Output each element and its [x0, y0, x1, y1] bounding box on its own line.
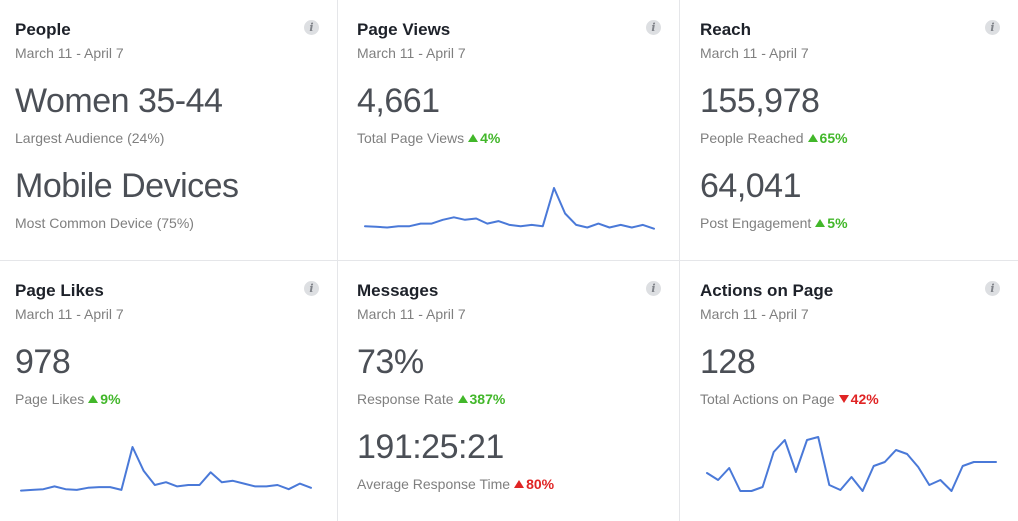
people-largest-audience-value: Women 35-44 [15, 82, 223, 120]
messages-response-rate-delta-value: 387% [469, 391, 506, 407]
page-views-delta-value: 4% [480, 130, 501, 146]
reach-post-engagement-value: 64,041 [700, 167, 802, 205]
reach-people-reached-delta: 65% [807, 130, 848, 146]
page-likes-label-text: Page Likes [15, 391, 85, 407]
actions-label-text: Total Actions on Page [700, 391, 835, 407]
people-largest-audience-label: Largest Audience (24%) [15, 130, 165, 146]
page-views-date: March 11 - April 7 [357, 45, 466, 61]
messages-response-time-value: 191:25:21 [357, 428, 504, 466]
actions-date: March 11 - April 7 [700, 306, 809, 322]
messages-response-time-label: Average Response Time 80% [357, 476, 554, 492]
messages-response-time-delta: 80% [514, 476, 554, 492]
actions-delta-value: 42% [850, 391, 879, 407]
actions-label: Total Actions on Page 42% [700, 391, 879, 407]
people-card[interactable]: People March 11 - April 7 i Women 35-44 … [0, 0, 338, 261]
page-likes-date: March 11 - April 7 [15, 306, 124, 322]
messages-response-rate-label: Response Rate 387% [357, 391, 505, 407]
reach-post-engagement-delta-value: 5% [827, 215, 848, 231]
page-likes-trend-line [20, 446, 312, 492]
page-views-trend-line [364, 187, 655, 230]
page-likes-delta: 9% [88, 391, 121, 407]
messages-response-time-label-text: Average Response Time [357, 476, 511, 492]
info-icon[interactable]: i [985, 281, 1000, 296]
messages-response-rate-label-text: Response Rate [357, 391, 454, 407]
actions-trend-line [706, 436, 997, 492]
page-views-delta: 4% [468, 130, 500, 146]
page-views-title: Page Views [357, 20, 451, 39]
arrow-up-icon [457, 395, 468, 404]
actions-delta: 42% [838, 391, 879, 407]
arrow-up-icon [807, 134, 818, 143]
people-date: March 11 - April 7 [15, 45, 124, 61]
arrow-up-icon [514, 480, 525, 489]
page-views-card[interactable]: Page Views March 11 - April 7 i 4,661 To… [338, 0, 680, 261]
info-icon[interactable]: i [646, 281, 661, 296]
page-likes-delta-value: 9% [100, 391, 121, 407]
reach-title: Reach [700, 20, 752, 39]
messages-response-rate-delta: 387% [457, 391, 506, 407]
messages-card[interactable]: Messages March 11 - April 7 i 73% Respon… [338, 261, 680, 521]
reach-post-engagement-label: Post Engagement 5% [700, 215, 848, 231]
reach-people-reached-label-text: People Reached [700, 130, 804, 146]
actions-card[interactable]: Actions on Page March 11 - April 7 i 128… [680, 261, 1018, 521]
info-icon[interactable]: i [985, 20, 1000, 35]
messages-date: March 11 - April 7 [357, 306, 466, 322]
page-views-label-text: Total Page Views [357, 130, 465, 146]
page-likes-sparkline [20, 446, 312, 492]
people-common-device-value: Mobile Devices [15, 167, 239, 205]
messages-response-time-delta-value: 80% [526, 476, 555, 492]
reach-people-reached-value: 155,978 [700, 82, 820, 120]
reach-date: March 11 - April 7 [700, 45, 809, 61]
people-common-device-label: Most Common Device (75%) [15, 215, 194, 231]
page-likes-value: 978 [15, 343, 71, 381]
arrow-up-icon [815, 219, 826, 228]
arrow-down-icon [838, 395, 849, 404]
info-icon[interactable]: i [304, 20, 319, 35]
page-views-value: 4,661 [357, 82, 440, 120]
page-views-sparkline [364, 187, 655, 230]
people-title: People [15, 20, 71, 39]
actions-value: 128 [700, 343, 756, 381]
page-likes-label: Page Likes 9% [15, 391, 121, 407]
page-likes-title: Page Likes [15, 281, 104, 300]
reach-card[interactable]: Reach March 11 - April 7 i 155,978 Peopl… [680, 0, 1018, 261]
reach-post-engagement-label-text: Post Engagement [700, 215, 812, 231]
messages-title: Messages [357, 281, 439, 300]
info-icon[interactable]: i [646, 20, 661, 35]
arrow-up-icon [88, 395, 99, 404]
reach-post-engagement-delta: 5% [815, 215, 848, 231]
page-views-label: Total Page Views 4% [357, 130, 500, 146]
reach-people-reached-label: People Reached 65% [700, 130, 848, 146]
actions-title: Actions on Page [700, 281, 834, 300]
page-likes-card[interactable]: Page Likes March 11 - April 7 i 978 Page… [0, 261, 338, 521]
reach-people-reached-delta-value: 65% [819, 130, 848, 146]
arrow-up-icon [468, 134, 479, 143]
actions-sparkline [706, 436, 997, 492]
info-icon[interactable]: i [304, 281, 319, 296]
messages-response-rate-value: 73% [357, 343, 424, 381]
